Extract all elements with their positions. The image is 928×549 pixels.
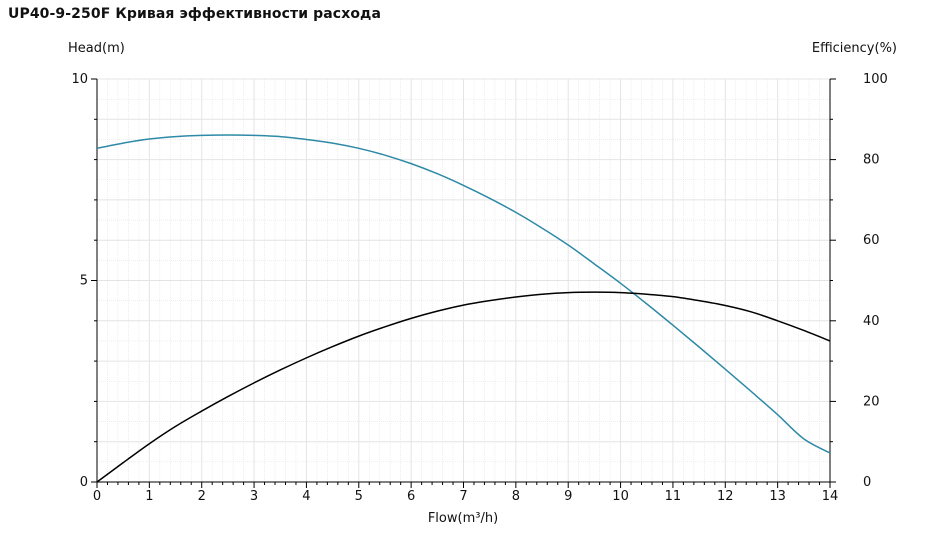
y-tick-label: 5 [80, 274, 88, 289]
x-tick-label: 4 [302, 489, 310, 504]
grid [96, 78, 831, 483]
y2-tick-label: 0 [863, 475, 871, 490]
x-tick-label: 8 [512, 489, 520, 504]
x-tick-label: 7 [459, 489, 467, 504]
y2-tick-label: 40 [863, 314, 880, 329]
y2-tick-label: 20 [863, 394, 880, 409]
y2-tick-label: 60 [863, 233, 880, 248]
y2-axis-title: Efficiency(%) [812, 41, 897, 56]
x-tick-label: 14 [822, 489, 839, 504]
y2-tick-label: 80 [863, 153, 880, 168]
x-tick-label: 5 [355, 489, 363, 504]
x-tick-label: 13 [769, 489, 786, 504]
x-tick-label: 11 [665, 489, 682, 504]
x-tick-label: 6 [407, 489, 415, 504]
x-tick-label: 12 [717, 489, 734, 504]
x-tick-label: 2 [198, 489, 206, 504]
x-tick-label: 9 [564, 489, 572, 504]
x-tick-label: 3 [250, 489, 258, 504]
chart-title: UP40-9-250F Кривая эффективности расхода [8, 6, 381, 22]
head-curve [96, 134, 831, 454]
series [96, 134, 831, 483]
y-axis-title: Head(m) [68, 41, 125, 56]
y-tick-label: 10 [71, 72, 88, 87]
x-axis-title: Flow(m³/h) [428, 511, 498, 526]
efficiency-curve [96, 291, 831, 483]
x-tick-label: 0 [93, 489, 101, 504]
x-tick-label: 1 [145, 489, 153, 504]
x-tick-label: 10 [612, 489, 629, 504]
y-tick-label: 0 [80, 475, 88, 490]
y2-tick-label: 100 [863, 72, 888, 87]
